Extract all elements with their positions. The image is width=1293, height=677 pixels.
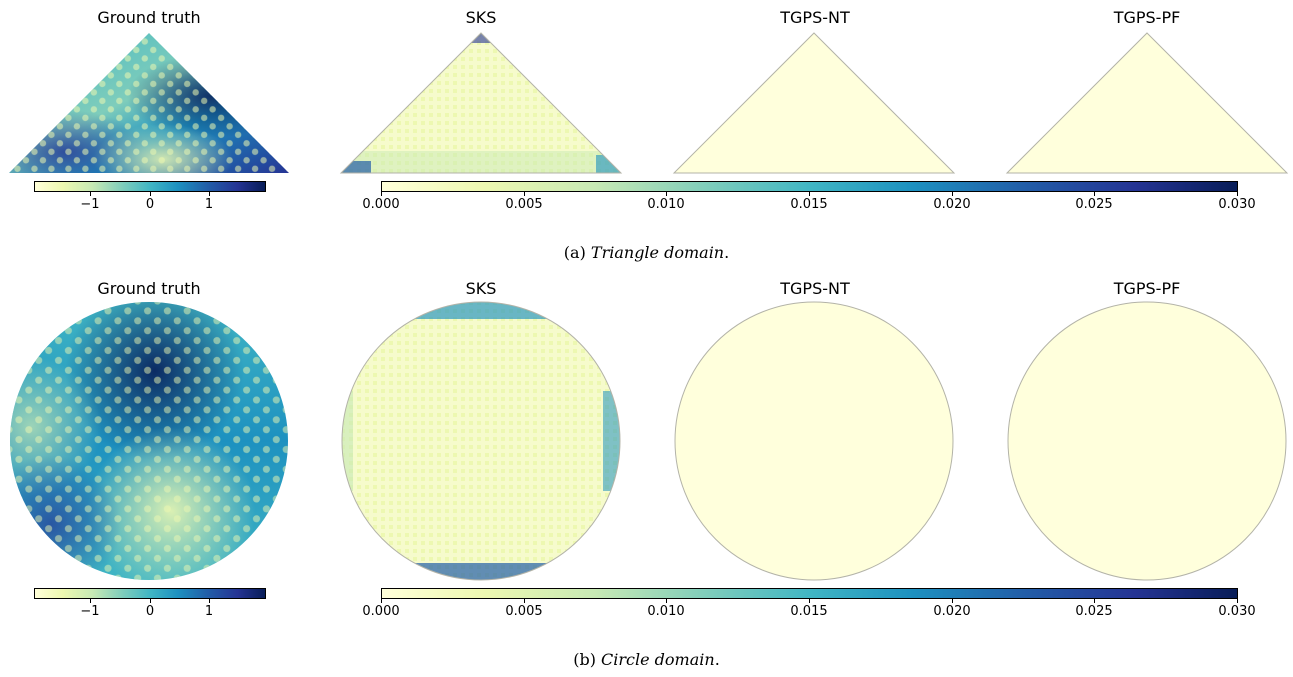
circle-tgps-nt-error-map [674,301,954,581]
colorbar-tick-mark [666,599,667,603]
caption-text: Circle domain [601,650,715,669]
colorbar-tick-mark [1094,192,1095,196]
colorbar-error-b [381,588,1238,599]
triangle-tgps-pf-error-map [1005,32,1289,174]
colorbar-tick-label: 0.015 [790,197,828,212]
colorbar-tick-mark [209,599,210,603]
caption-a: (a) Triangle domain. [0,243,1293,262]
colorbar-tick-mark [209,192,210,196]
colorbar-tick-label: −1 [80,197,100,212]
colorbar-tick-label: 0.020 [933,197,971,212]
colorbar-tick-label: 0.030 [1218,604,1256,619]
colorbar-tick-label: 0 [145,197,155,212]
colorbar-ground-truth-b [34,588,266,599]
colorbar-tick-mark [90,599,91,603]
circle-ground-truth-map [10,302,288,580]
colorbar-tick-mark [524,599,525,603]
colorbar-tick-mark [1094,599,1095,603]
colorbar-tick-mark [666,192,667,196]
circle-sks-error-map [341,301,621,581]
triangle-sks-error-map [339,32,623,174]
colorbar-tick-mark [150,192,151,196]
colorbar-tick-mark [952,192,953,196]
colorbar-tick-label: 0.015 [790,604,828,619]
colorbar-tick-label: 0.025 [1075,197,1113,212]
caption-text: Triangle domain [590,243,725,262]
colorbar-tick-label: 0.005 [505,197,543,212]
colorbar-tick-label: 0.030 [1218,197,1256,212]
colorbar-tick-label: 0.000 [362,197,400,212]
colorbar-tick-mark [90,192,91,196]
title-ground-truth-b: Ground truth [97,279,201,298]
title-sks-a: SKS [465,8,497,27]
triangle-ground-truth-map [9,33,289,173]
colorbar-tick-label: 0.010 [647,604,685,619]
colorbar-tick-mark [809,192,810,196]
colorbar-error-a [381,181,1238,192]
colorbar-tick-mark [809,599,810,603]
title-sks-b: SKS [465,279,497,298]
colorbar-tick-label: 0.010 [647,197,685,212]
title-ground-truth-a: Ground truth [97,8,201,27]
colorbar-tick-mark [1237,599,1238,603]
colorbar-tick-mark [381,192,382,196]
colorbar-tick-mark [952,599,953,603]
colorbar-tick-label: −1 [80,604,100,619]
colorbar-tick-label: 1 [204,197,214,212]
title-tgps-nt-b: TGPS-NT [780,279,850,298]
caption-label: (b) [573,650,596,669]
title-tgps-nt-a: TGPS-NT [780,8,850,27]
colorbar-tick-label: 0.005 [505,604,543,619]
colorbar-tick-mark [150,599,151,603]
caption-period: . [714,650,720,669]
colorbar-tick-label: 0 [145,604,155,619]
colorbar-tick-label: 0.000 [362,604,400,619]
colorbar-tick-mark [1237,192,1238,196]
colorbar-tick-mark [524,192,525,196]
colorbar-tick-label: 0.025 [1075,604,1113,619]
colorbar-tick-label: 0.020 [933,604,971,619]
colorbar-ground-truth-a [34,181,266,192]
colorbar-tick-mark [381,599,382,603]
caption-period: . [724,243,730,262]
triangle-tgps-nt-error-map [672,32,956,174]
colorbar-tick-label: 1 [204,604,214,619]
title-tgps-pf-b: TGPS-PF [1113,279,1181,298]
title-tgps-pf-a: TGPS-PF [1113,8,1181,27]
circle-tgps-pf-error-map [1007,301,1287,581]
caption-label: (a) [563,243,586,262]
caption-b: (b) Circle domain. [0,650,1293,669]
